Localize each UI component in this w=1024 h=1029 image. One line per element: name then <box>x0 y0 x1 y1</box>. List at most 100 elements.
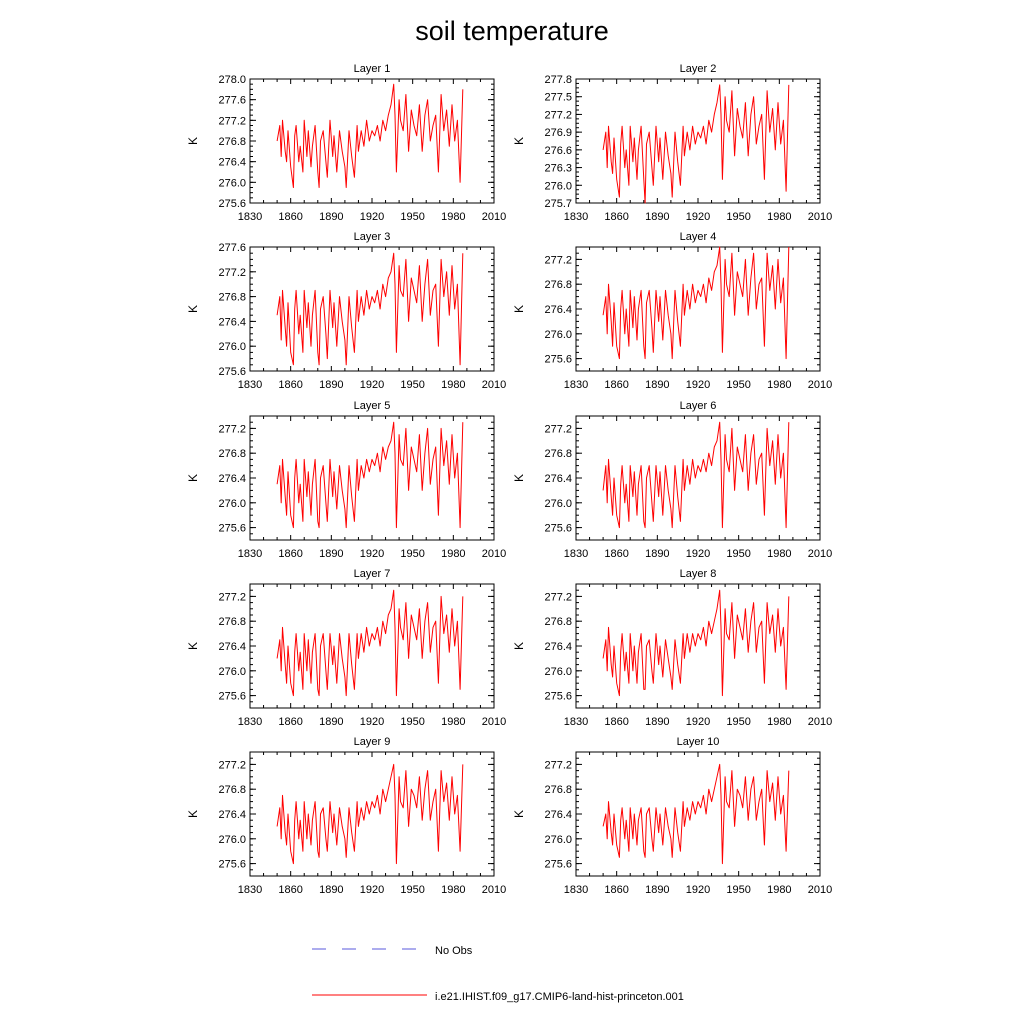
panel-title: Layer 3 <box>354 231 391 243</box>
panel-title: Layer 1 <box>354 63 391 75</box>
plot-frame <box>249 246 495 372</box>
y-tick-label: 275.6 <box>218 198 246 210</box>
figure-title: soil temperature <box>415 16 609 46</box>
y-tick-label: 276.8 <box>544 279 572 291</box>
y-axis-label: K <box>512 305 526 313</box>
x-tick-label: 1950 <box>400 548 424 560</box>
y-tick-label: 277.2 <box>218 591 246 603</box>
x-tick-label: 1890 <box>319 716 343 728</box>
panel-8: Layer 8 K 1830 1860 1890 1920 1950 1980 2010 275.… <box>512 568 832 728</box>
y-tick-label: 276.4 <box>544 473 572 485</box>
x-tick-label: 1950 <box>726 379 750 391</box>
x-tick-label: 1830 <box>238 884 262 896</box>
y-tick-label: 277.2 <box>218 423 246 435</box>
y-tick-label: 276.0 <box>544 498 572 510</box>
y-tick-label: 276.0 <box>218 177 246 189</box>
y-tick-label: 277.2 <box>218 267 246 279</box>
panel-title: Layer 10 <box>677 736 720 748</box>
y-tick-label: 277.2 <box>544 254 572 266</box>
x-tick-label: 1920 <box>360 548 384 560</box>
y-tick-label: 276.4 <box>218 641 246 653</box>
y-tick-label: 276.8 <box>544 448 572 460</box>
panel-title: Layer 5 <box>354 400 391 412</box>
x-tick-label: 1920 <box>686 884 710 896</box>
y-tick-label: 275.6 <box>544 691 572 703</box>
x-tick-label: 1830 <box>238 379 262 391</box>
x-tick-label: 1860 <box>278 211 302 223</box>
y-tick-label: 276.8 <box>218 616 246 628</box>
y-tick-label: 276.8 <box>544 616 572 628</box>
y-tick-label: 276.4 <box>218 809 246 821</box>
x-tick-label: 1860 <box>278 379 302 391</box>
y-tick-label: 276.8 <box>544 784 572 796</box>
x-tick-label: 2010 <box>808 884 832 896</box>
y-tick-label: 276.0 <box>218 834 246 846</box>
panels-group: Layer 1 K 1830 1860 1890 1920 1950 1980 2010 275.… <box>186 63 832 896</box>
x-tick-label: 1890 <box>319 379 343 391</box>
y-axis-label: K <box>186 137 200 145</box>
x-tick-label: 1860 <box>604 548 628 560</box>
y-tick-label: 276.9 <box>544 127 572 139</box>
series-line <box>602 589 790 697</box>
series-line <box>602 84 790 204</box>
panel-2: Layer 2 K 1830 1860 1890 1920 1950 1980 2010 275.… <box>512 63 832 223</box>
x-tick-label: 1920 <box>360 211 384 223</box>
x-tick-label: 1920 <box>686 379 710 391</box>
y-tick-label: 277.2 <box>218 115 246 127</box>
panel-4: Layer 4 K 1830 1860 1890 1920 1950 1980 2010 275.… <box>512 231 832 391</box>
panel-7: Layer 7 K 1830 1860 1890 1920 1950 1980 2010 275.… <box>186 568 506 728</box>
panel-9: Layer 9 K 1830 1860 1890 1920 1950 1980 2010 275.… <box>186 736 506 896</box>
x-tick-label: 1950 <box>400 884 424 896</box>
panel-title: Layer 4 <box>680 231 717 243</box>
y-tick-label: 276.4 <box>218 473 246 485</box>
x-tick-label: 1950 <box>726 211 750 223</box>
series-line <box>276 589 464 697</box>
x-tick-label: 1920 <box>686 548 710 560</box>
x-tick-label: 1860 <box>278 716 302 728</box>
legend: No Obs i.e21.IHIST.f09_g17.CMIP6-land-hi… <box>312 945 684 1003</box>
y-axis-label: K <box>186 305 200 313</box>
y-tick-label: 276.0 <box>544 666 572 678</box>
x-tick-label: 1980 <box>441 884 465 896</box>
x-tick-label: 1830 <box>564 716 588 728</box>
y-axis-label: K <box>186 810 200 818</box>
y-tick-label: 275.6 <box>218 523 246 535</box>
x-tick-label: 1890 <box>645 884 669 896</box>
x-tick-label: 1830 <box>564 211 588 223</box>
y-tick-label: 276.0 <box>218 498 246 510</box>
panel-title: Layer 7 <box>354 568 391 580</box>
y-tick-label: 276.4 <box>544 809 572 821</box>
y-tick-label: 276.8 <box>218 136 246 148</box>
panel-5: Layer 5 K 1830 1860 1890 1920 1950 1980 2010 275.… <box>186 400 506 560</box>
x-tick-label: 1920 <box>360 716 384 728</box>
x-tick-label: 2010 <box>808 379 832 391</box>
x-tick-label: 1980 <box>767 716 791 728</box>
x-tick-label: 1830 <box>564 884 588 896</box>
x-tick-label: 2010 <box>482 716 506 728</box>
series-line <box>602 763 790 865</box>
panel-title: Layer 9 <box>354 736 391 748</box>
panel-10: Layer 10 K 1830 1860 1890 1920 1950 1980 2010 275… <box>512 736 832 896</box>
x-tick-label: 1980 <box>441 211 465 223</box>
legend-label-no-obs: No Obs <box>435 945 473 957</box>
x-tick-label: 1950 <box>400 211 424 223</box>
x-tick-label: 1980 <box>441 379 465 391</box>
y-tick-label: 276.3 <box>544 163 572 175</box>
y-tick-label: 276.6 <box>544 145 572 157</box>
y-tick-label: 276.8 <box>218 784 246 796</box>
y-tick-label: 277.2 <box>544 423 572 435</box>
x-tick-label: 2010 <box>808 211 832 223</box>
plot-frame <box>249 583 495 709</box>
x-tick-label: 1920 <box>360 379 384 391</box>
legend-label-model: i.e21.IHIST.f09_g17.CMIP6-land-hist-prin… <box>435 991 684 1003</box>
y-tick-label: 277.2 <box>218 759 246 771</box>
plot-frame <box>575 78 821 204</box>
series-line <box>276 421 464 529</box>
panel-title: Layer 6 <box>680 400 717 412</box>
y-tick-label: 276.4 <box>218 157 246 169</box>
x-tick-label: 1890 <box>645 548 669 560</box>
x-tick-label: 1860 <box>278 548 302 560</box>
y-tick-label: 277.5 <box>544 92 572 104</box>
x-tick-label: 1830 <box>238 211 262 223</box>
x-tick-label: 1980 <box>767 548 791 560</box>
